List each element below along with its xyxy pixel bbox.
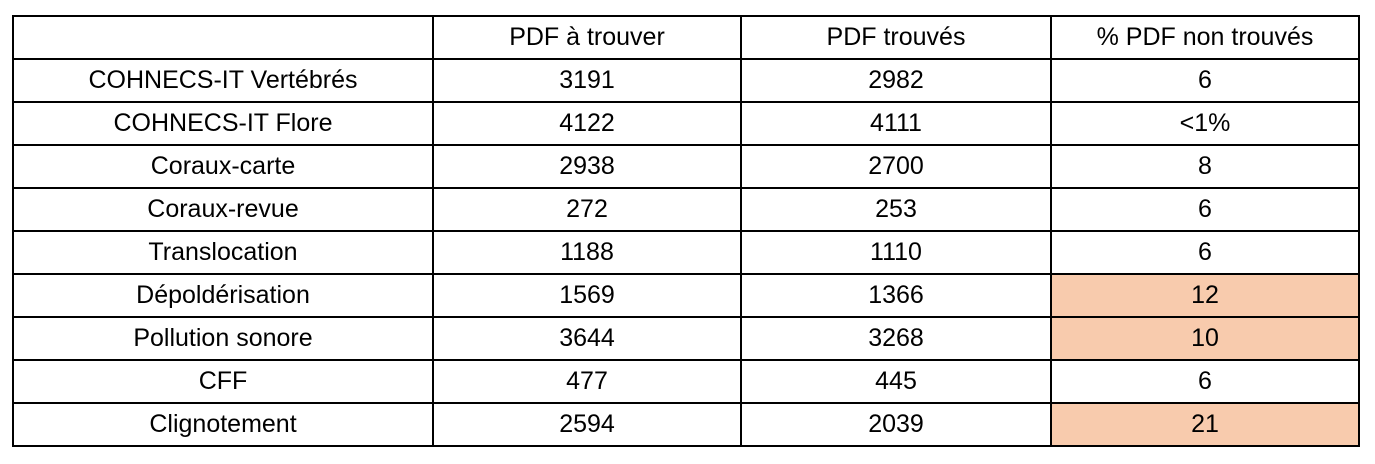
row-label-cell: Coraux-carte [12,144,434,189]
pdf-a-trouver-cell: 272 [432,187,742,232]
pdf-a-trouver-cell: 477 [432,359,742,404]
pdf-a-trouver-cell: 2594 [432,402,742,447]
pdf-a-trouver-cell: 4122 [432,101,742,146]
pct-non-trouves-cell: 6 [1050,359,1360,404]
row-label-cell: Translocation [12,230,434,275]
pdf-trouves-cell: 2700 [740,144,1052,189]
pct-non-trouves-cell: 6 [1050,230,1360,275]
table-row: Coraux-carte 2938 2700 8 [12,144,1360,189]
pct-non-trouves-cell: 10 [1050,316,1360,361]
pct-non-trouves-cell: 6 [1050,187,1360,232]
table-row: Pollution sonore 3644 3268 10 [12,316,1360,361]
pdf-a-trouver-cell: 2938 [432,144,742,189]
header-pct-non-trouves: % PDF non trouvés [1050,15,1360,60]
row-label-cell: Coraux-revue [12,187,434,232]
pdf-trouves-cell: 2982 [740,58,1052,103]
pct-non-trouves-cell: 21 [1050,402,1360,447]
pdf-trouves-cell: 2039 [740,402,1052,447]
pdf-a-trouver-cell: 3644 [432,316,742,361]
row-label-cell: COHNECS-IT Flore [12,101,434,146]
pdf-stats-table: PDF à trouver PDF trouvés % PDF non trou… [12,15,1360,447]
pdf-trouves-cell: 1366 [740,273,1052,318]
header-pdf-a-trouver: PDF à trouver [432,15,742,60]
table-row: Clignotement 2594 2039 21 [12,402,1360,447]
row-label-cell: COHNECS-IT Vertébrés [12,58,434,103]
pdf-trouves-cell: 3268 [740,316,1052,361]
pct-non-trouves-cell: 12 [1050,273,1360,318]
pdf-trouves-cell: 4111 [740,101,1052,146]
pdf-trouves-cell: 1110 [740,230,1052,275]
table-row: CFF 477 445 6 [12,359,1360,404]
pdf-a-trouver-cell: 3191 [432,58,742,103]
pdf-trouves-cell: 445 [740,359,1052,404]
row-label-cell: CFF [12,359,434,404]
table-body: PDF à trouver PDF trouvés % PDF non trou… [12,15,1360,447]
pct-non-trouves-cell: 8 [1050,144,1360,189]
row-label-cell: Pollution sonore [12,316,434,361]
table-row: COHNECS-IT Flore 4122 4111 <1% [12,101,1360,146]
pdf-a-trouver-cell: 1188 [432,230,742,275]
pct-non-trouves-cell: <1% [1050,101,1360,146]
pdf-a-trouver-cell: 1569 [432,273,742,318]
pct-non-trouves-cell: 6 [1050,58,1360,103]
table-header-row: PDF à trouver PDF trouvés % PDF non trou… [12,15,1360,60]
table-row: Dépoldérisation 1569 1366 12 [12,273,1360,318]
header-corner-cell [12,15,434,60]
table-row: COHNECS-IT Vertébrés 3191 2982 6 [12,58,1360,103]
row-label-cell: Clignotement [12,402,434,447]
table-row: Translocation 1188 1110 6 [12,230,1360,275]
pdf-trouves-cell: 253 [740,187,1052,232]
row-label-cell: Dépoldérisation [12,273,434,318]
header-pdf-trouves: PDF trouvés [740,15,1052,60]
table-row: Coraux-revue 272 253 6 [12,187,1360,232]
